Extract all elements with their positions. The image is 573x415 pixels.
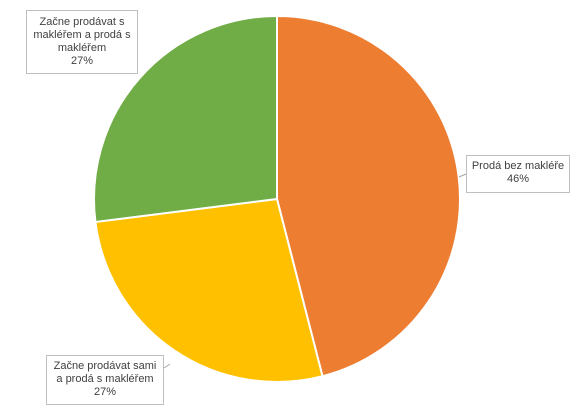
slice-percent: 27% bbox=[93, 386, 117, 398]
leader-line-0 bbox=[458, 173, 467, 178]
callout-slice-2: Začne prodávat s makléřem a prodá s makl… bbox=[26, 10, 138, 74]
slice-label: Prodá bez makléře bbox=[471, 160, 565, 172]
pie-slice-2 bbox=[92, 14, 278, 224]
slice-label: Začne prodávat s makléřem a prodá s makl… bbox=[33, 16, 131, 54]
pie-slice-0 bbox=[276, 14, 461, 378]
slice-percent: 46% bbox=[506, 173, 530, 185]
callout-slice-0: Prodá bez makléře 46% bbox=[466, 155, 570, 193]
leader-line-1 bbox=[163, 363, 171, 369]
callout-slice-1: Začne prodávat sami a prodá s makléřem 2… bbox=[46, 355, 164, 405]
pie-slice-1 bbox=[94, 197, 324, 383]
slice-label: Začne prodávat sami a prodá s makléřem bbox=[53, 360, 157, 385]
slice-percent: 27% bbox=[70, 55, 94, 67]
